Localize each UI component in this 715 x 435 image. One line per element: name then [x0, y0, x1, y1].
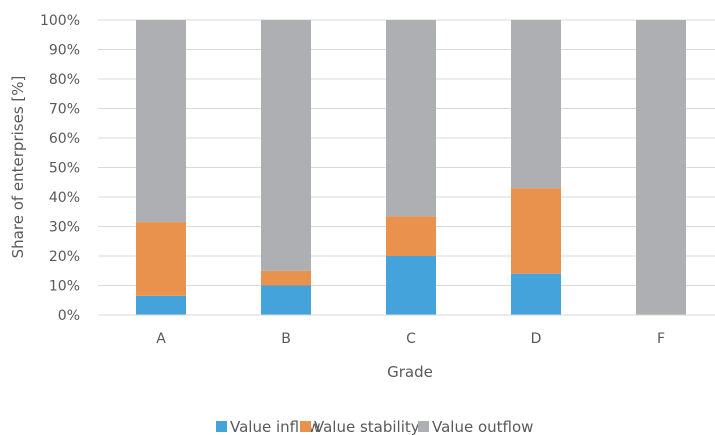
legend-swatch — [216, 421, 227, 432]
bar-segment-value-inflow — [386, 256, 436, 315]
x-tick-label: D — [531, 331, 542, 347]
x-tick-label: B — [281, 331, 291, 347]
y-tick-label: 20% — [49, 249, 80, 265]
bar-segment-value-inflow — [511, 273, 561, 315]
y-tick-label: 60% — [49, 131, 80, 147]
bar-segment-value-outflow — [261, 20, 311, 271]
x-tick-label: A — [156, 331, 166, 347]
legend-swatch — [300, 421, 311, 432]
legend-swatch — [418, 421, 429, 432]
x-tick-label: C — [406, 331, 416, 347]
legend-label: Value stability — [314, 418, 420, 435]
bar-segment-value-outflow — [511, 20, 561, 189]
bar-segment-value-stability — [511, 188, 561, 274]
x-tick-label: F — [657, 331, 665, 347]
y-tick-label: 0% — [58, 308, 80, 324]
y-tick-label: 50% — [49, 161, 80, 177]
bar-segment-value-stability — [136, 222, 186, 296]
bar-segment-value-inflow — [261, 285, 311, 315]
bar-segment-value-outflow — [136, 20, 186, 223]
y-tick-label: 30% — [49, 220, 80, 236]
legend-label: Value inflow — [230, 418, 321, 435]
y-tick-label: 40% — [49, 190, 80, 206]
bars — [136, 20, 686, 315]
bar-segment-value-outflow — [386, 20, 436, 217]
y-tick-label: 70% — [49, 102, 80, 118]
x-axis-title: Grade — [387, 363, 433, 381]
y-axis-ticks: 0% 10% 20% 30% 40% 50% 60% 70% 80% 90% 100% — [40, 13, 80, 324]
bar-segment-value-inflow — [136, 295, 186, 315]
y-tick-label: 10% — [49, 279, 80, 295]
bar-segment-value-stability — [386, 216, 436, 256]
y-axis-title: Share of enterprises [%] — [9, 76, 27, 259]
legend-label: Value outflow — [432, 418, 533, 435]
bar-segment-value-stability — [261, 270, 311, 286]
y-tick-label: 80% — [49, 72, 80, 88]
bar-segment-value-outflow — [636, 20, 686, 315]
y-tick-label: 100% — [40, 13, 80, 29]
y-tick-label: 90% — [49, 43, 80, 59]
